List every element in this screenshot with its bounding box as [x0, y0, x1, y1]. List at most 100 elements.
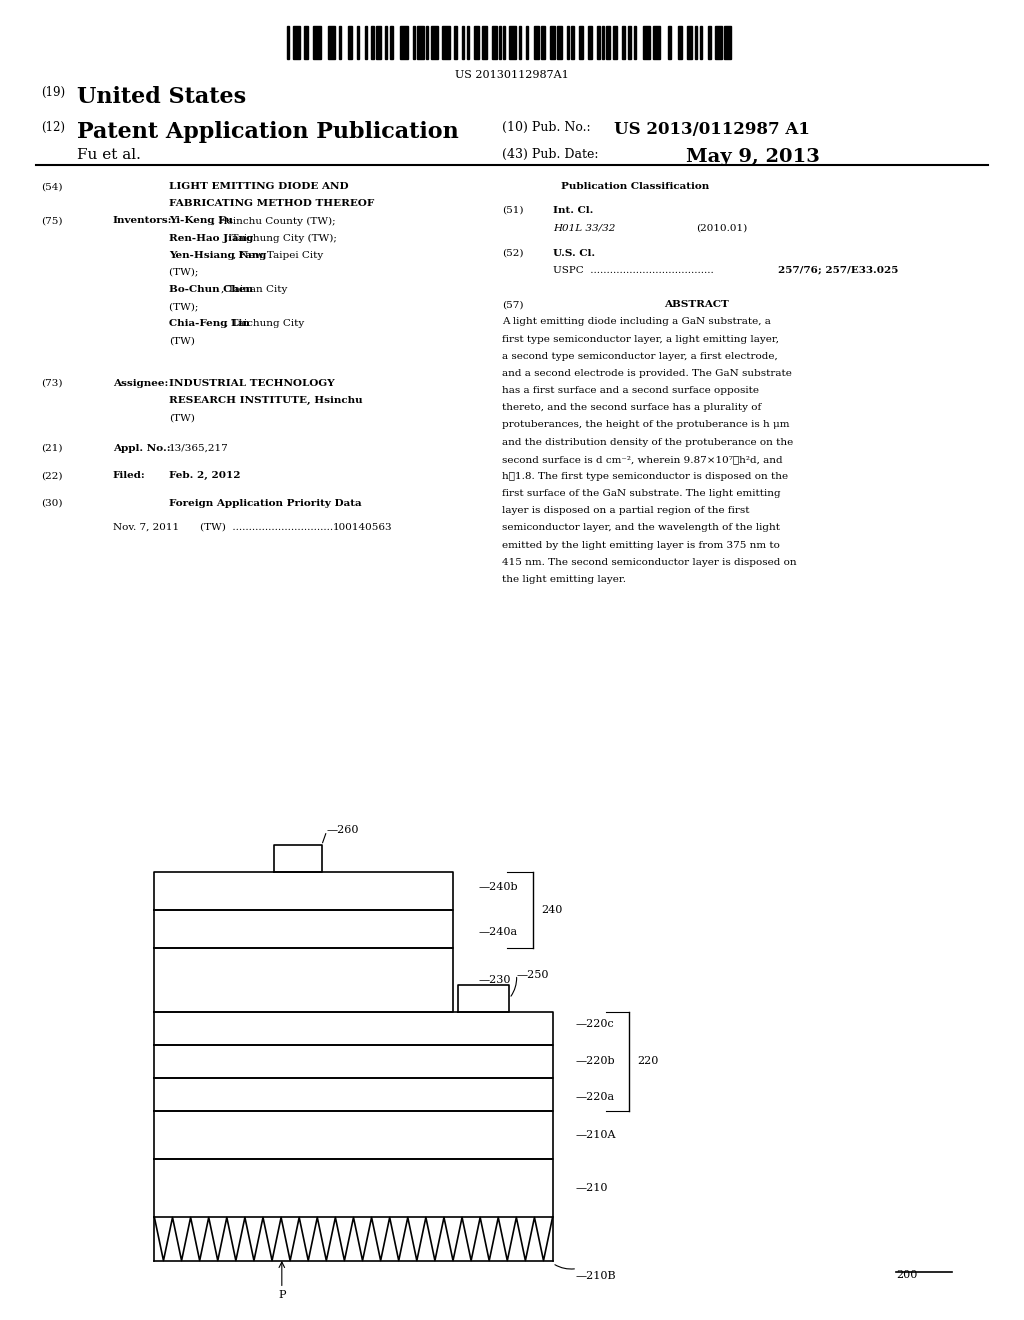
Text: (21): (21) [41, 444, 62, 453]
Bar [413, 26, 415, 59]
Text: second surface is d cm⁻², wherein 9.87×10⁷≦h²d, and: second surface is d cm⁻², wherein 9.87×1… [502, 454, 782, 463]
Bar [371, 26, 374, 59]
Text: —210B: —210B [575, 1271, 615, 1282]
Text: Feb. 2, 2012: Feb. 2, 2012 [169, 471, 241, 480]
Bar [293, 26, 300, 59]
Text: (51): (51) [502, 206, 523, 215]
Bar [579, 26, 583, 59]
Text: —250: —250 [516, 970, 549, 979]
Bar [550, 26, 555, 59]
Text: —210A: —210A [575, 1130, 615, 1140]
Text: first type semiconductor layer, a light emitting layer,: first type semiconductor layer, a light … [502, 335, 779, 343]
Text: —240a: —240a [478, 927, 518, 937]
Text: (19): (19) [41, 86, 66, 99]
Text: —260: —260 [327, 825, 359, 834]
Bar [588, 26, 592, 59]
Bar [454, 26, 457, 59]
Text: Bo-Chun Chen: Bo-Chun Chen [169, 285, 253, 294]
Bar [365, 26, 367, 59]
Bar [304, 26, 308, 59]
Text: , Tainan City: , Tainan City [220, 285, 287, 294]
Bar [687, 26, 692, 59]
Text: 220: 220 [638, 1056, 658, 1067]
Text: and a second electrode is provided. The GaN substrate: and a second electrode is provided. The … [502, 370, 792, 378]
Text: semiconductor layer, and the wavelength of the light: semiconductor layer, and the wavelength … [502, 524, 779, 532]
Text: US 2013/0112987 A1: US 2013/0112987 A1 [614, 121, 810, 139]
Text: (TW): (TW) [169, 337, 195, 346]
Text: has a first surface and a second surface opposite: has a first surface and a second surface… [502, 385, 759, 395]
Bar [339, 26, 341, 59]
Text: May 9, 2013: May 9, 2013 [686, 148, 820, 166]
Bar [376, 26, 381, 59]
Text: FABRICATING METHOD THEREOF: FABRICATING METHOD THEREOF [169, 199, 374, 209]
Text: —220b: —220b [575, 1056, 614, 1067]
Text: the light emitting layer.: the light emitting layer. [502, 576, 626, 583]
Bar [678, 26, 682, 59]
Text: United States: United States [77, 86, 246, 108]
Text: and the distribution density of the protuberance on the: and the distribution density of the prot… [502, 438, 793, 446]
Bar [385, 26, 387, 59]
Text: first surface of the GaN substrate. The light emitting: first surface of the GaN substrate. The … [502, 490, 780, 498]
Text: 257/76; 257/E33.025: 257/76; 257/E33.025 [778, 267, 899, 275]
Bar [567, 26, 569, 59]
Text: —220a: —220a [575, 1092, 614, 1102]
Bar [628, 26, 631, 59]
Bar [613, 26, 617, 59]
Text: U.S. Cl.: U.S. Cl. [553, 248, 595, 257]
Bar [634, 26, 636, 59]
Text: (30): (30) [41, 499, 62, 508]
Text: Chia-Feng Lin: Chia-Feng Lin [169, 319, 250, 329]
Text: Ren-Hao Jiang: Ren-Hao Jiang [169, 234, 253, 243]
Text: layer is disposed on a partial region of the first: layer is disposed on a partial region of… [502, 507, 750, 515]
Bar [622, 26, 625, 59]
Text: (22): (22) [41, 471, 62, 480]
Text: (43) Pub. Date:: (43) Pub. Date: [502, 148, 598, 161]
Bar [643, 26, 650, 59]
Text: Int. Cl.: Int. Cl. [553, 206, 593, 215]
Text: h≦1.8. The first type semiconductor is disposed on the: h≦1.8. The first type semiconductor is d… [502, 473, 787, 480]
Bar [348, 26, 352, 59]
Text: (TW);: (TW); [169, 302, 202, 312]
Bar [653, 26, 660, 59]
Bar [602, 26, 604, 59]
Text: H01L 33/32: H01L 33/32 [553, 223, 615, 232]
Text: Yi-Keng Fu: Yi-Keng Fu [169, 216, 232, 226]
Bar [426, 26, 428, 59]
Text: (57): (57) [502, 301, 523, 309]
Bar [541, 26, 545, 59]
Bar [467, 26, 469, 59]
Text: INDUSTRIAL TECHNOLOGY: INDUSTRIAL TECHNOLOGY [169, 379, 335, 388]
Text: Yen-Hsiang Fang: Yen-Hsiang Fang [169, 251, 266, 260]
Bar [328, 26, 335, 59]
Text: Appl. No.:: Appl. No.: [113, 444, 170, 453]
Text: US 20130112987A1: US 20130112987A1 [455, 70, 569, 81]
Text: 415 nm. The second semiconductor layer is disposed on: 415 nm. The second semiconductor layer i… [502, 557, 797, 566]
Text: (10) Pub. No.:: (10) Pub. No.: [502, 121, 591, 135]
Text: (54): (54) [41, 182, 62, 191]
Text: a second type semiconductor layer, a first electrode,: a second type semiconductor layer, a fir… [502, 352, 777, 360]
Text: Inventors:: Inventors: [113, 216, 172, 226]
Text: Assignee:: Assignee: [113, 379, 168, 388]
Bar [534, 26, 539, 59]
Bar [499, 26, 501, 59]
Text: thereto, and the second surface has a plurality of: thereto, and the second surface has a pl… [502, 404, 761, 412]
Text: (TW);: (TW); [169, 268, 202, 277]
Text: 100140563: 100140563 [333, 523, 392, 532]
Text: USPC  ......................................: USPC ...................................… [553, 267, 714, 275]
Text: (12): (12) [41, 121, 65, 135]
Text: ABSTRACT: ABSTRACT [664, 301, 729, 309]
Bar [557, 26, 562, 59]
Text: Fu et al.: Fu et al. [77, 148, 140, 162]
Bar [431, 26, 438, 59]
Bar [519, 26, 521, 59]
Text: (TW)  ...............................: (TW) ............................... [200, 523, 333, 532]
Text: Publication Classification: Publication Classification [561, 182, 709, 191]
Bar [474, 26, 479, 59]
Text: P: P [279, 1290, 286, 1300]
Text: 13/365,217: 13/365,217 [169, 444, 228, 453]
Text: Patent Application Publication: Patent Application Publication [77, 121, 459, 144]
Bar [313, 26, 321, 59]
Bar [724, 26, 731, 59]
Text: Foreign Application Priority Data: Foreign Application Priority Data [169, 499, 361, 508]
Bar [606, 26, 610, 59]
